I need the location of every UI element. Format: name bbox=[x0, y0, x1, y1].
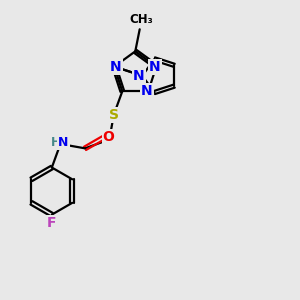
Text: CH₃: CH₃ bbox=[129, 13, 153, 26]
Text: N: N bbox=[133, 69, 145, 83]
Text: S: S bbox=[109, 108, 119, 122]
Text: N: N bbox=[141, 84, 153, 98]
Text: F: F bbox=[47, 216, 57, 230]
Text: N: N bbox=[149, 60, 160, 74]
Text: N: N bbox=[110, 60, 122, 74]
Text: H: H bbox=[51, 136, 61, 149]
Text: N: N bbox=[58, 136, 68, 149]
Text: O: O bbox=[103, 130, 115, 144]
